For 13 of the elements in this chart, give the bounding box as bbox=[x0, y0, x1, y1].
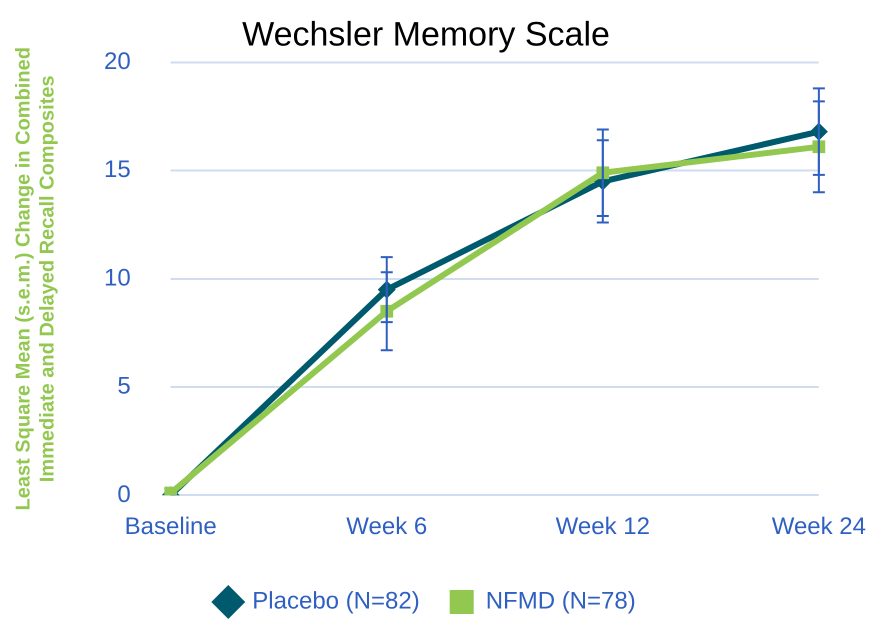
legend-label: NFMD (N=78) bbox=[486, 588, 636, 615]
x-tick-label: Week 12 bbox=[556, 513, 650, 540]
y-axis-title: Least Square Mean (s.e.m.) Change in Combined Immediate and Delayed Recall Composites bbox=[12, 47, 59, 511]
x-tick-label: Week 6 bbox=[346, 513, 428, 540]
y-tick-label: 10 bbox=[104, 264, 131, 292]
y-tick-label: 0 bbox=[117, 480, 131, 508]
legend-label: Placebo (N=82) bbox=[252, 588, 420, 615]
y-tick-label: 20 bbox=[104, 48, 131, 76]
y-tick-label: 5 bbox=[117, 372, 131, 400]
x-tick-label: Week 24 bbox=[772, 513, 866, 540]
x-tick-label: Baseline bbox=[124, 513, 217, 540]
chart-title: Wechsler Memory Scale bbox=[242, 15, 610, 54]
y-tick-label: 15 bbox=[104, 156, 131, 184]
